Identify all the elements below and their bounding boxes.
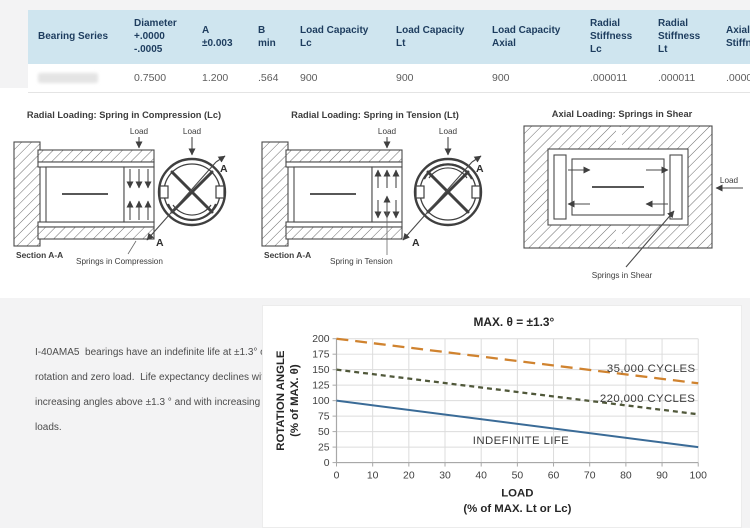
spec-value-4: 900 [386,63,482,92]
y-tick-label: 100 [312,396,330,407]
y-axis-subtitle: (% of MAX. θ) [289,364,301,437]
col-header-2: A ±0.003 [192,10,248,64]
series-label: 220,000 CYCLES [600,393,695,405]
life-note-text: I-40AMA5 bearings have an indefinite lif… [35,347,270,433]
y-axis-title: ROTATION ANGLE [275,350,287,451]
x-tick-label: 10 [367,470,379,481]
spec-value-1: 1.200 [192,63,248,92]
col-header-4: Load Capacity Lc [290,10,386,64]
y-tick-label: 25 [318,443,330,454]
y-tick-label: 0 [324,458,330,469]
series-label: INDEFINITE LIFE [473,435,569,447]
bearing-series-cell [28,63,124,92]
x-tick-label: 90 [656,470,668,481]
x-tick-label: 30 [439,470,451,481]
y-tick-label: 200 [312,334,330,345]
section-drawing [523,125,713,249]
leader-arrow [625,210,675,268]
end-view-drawing [146,155,227,241]
leader-line [127,240,137,255]
diagram2-title: Radial Loading: Spring in Tension (Lt) [291,110,459,120]
spec-value-7: .000011 [648,63,716,92]
x-axis-subtitle: (% of MAX. Lt or Lc) [463,503,571,515]
section-marker-a: A [476,163,484,175]
x-tick-label: 100 [690,470,708,481]
load-label: Load [130,127,149,136]
x-tick-label: 0 [334,470,340,481]
spec-header-row: Bearing Series Diameter +.0000 -.0005 A ±0… [28,10,750,64]
series-line [336,368,699,416]
col-header-9: Axial Stiffness [716,10,750,64]
section-aa-label: Section A-A [264,250,311,260]
load-label: Load [183,127,202,136]
section-marker-a: A [412,237,420,249]
springs-shear-label: Springs in Shear [592,271,653,280]
spec-value-5: 900 [482,63,580,92]
section-marker-a: A [156,237,164,249]
col-header-8: Radial Stiffness Lt [648,10,716,64]
diagram3-title: Axial Loading: Springs in Shear [552,109,693,119]
axial-shear-diagram: Axial Loading: Springs in Shear Load Spr… [504,104,746,282]
end-view-drawing [402,155,483,241]
life-expectancy-chart: 0 25 50 75 100 125 150 175 200 0 10 20 30 40 50 60 70 80 9… [275,315,708,515]
bearing-spec-table: Bearing Series Diameter +.0000 -.0005 A ±0… [28,10,750,92]
section-drawing [13,141,155,247]
col-header-7: Radial Stiffness Lc [580,10,648,64]
y-tick-label: 75 [318,412,330,423]
x-tick-label: 50 [512,470,524,481]
x-axis-title: LOAD [501,487,533,499]
spec-data-row: 0.7500 1.200.564 900 900 900.000011.000011.0… [28,63,750,92]
radial-tension-diagram: Radial Loading: Spring in Tension (Lt) L… [256,106,494,271]
col-header-3: B min [248,10,290,64]
spec-value-3: 900 [290,63,386,92]
col-header-6: Load Capacity Axial [482,10,580,64]
x-tick-label: 80 [620,470,632,481]
col-header-1: Diameter +.0000 -.0005 [124,10,192,64]
col-header-0: Bearing Series [28,10,124,64]
col-header-5: Load Capacity Lt [386,10,482,64]
load-label: Load [378,127,397,136]
spec-value-2: .564 [248,63,290,92]
y-tick-label: 150 [312,365,330,376]
radial-compression-diagram: Radial Loading: Spring in Compression (L… [8,106,236,271]
section-drawing [261,141,403,255]
x-tick-label: 40 [475,470,487,481]
series-line [336,399,699,449]
load-label: Load [720,176,739,185]
series-line [336,337,699,385]
y-tick-label: 125 [312,381,330,392]
life-expectancy-chart-card: 0 25 50 75 100 125 150 175 200 0 10 20 30 40 50 60 70 80 9… [262,305,742,528]
diagram1-title: Radial Loading: Spring in Compression (L… [27,110,221,120]
spring-tension-label: Spring in Tension [330,257,393,266]
spec-value-0: 0.7500 [124,63,192,92]
y-tick-label: 50 [318,427,330,438]
section-aa-label: Section A-A [16,250,63,260]
series-label: 35,000 CYCLES [607,363,696,375]
springs-compression-label: Springs in Compression [76,257,163,266]
bearing-series-redacted-value [38,72,98,83]
chart-title: MAX. θ = ±1.3° [474,315,555,329]
x-tick-label: 70 [584,470,596,481]
spec-value-8: .000006 [716,63,750,92]
section-marker-a: A [220,163,228,175]
x-tick-label: 60 [548,470,560,481]
x-tick-label: 20 [403,470,415,481]
y-tick-label: 175 [312,350,330,361]
spec-value-6: .000011 [580,63,648,92]
load-label: Load [439,127,458,136]
